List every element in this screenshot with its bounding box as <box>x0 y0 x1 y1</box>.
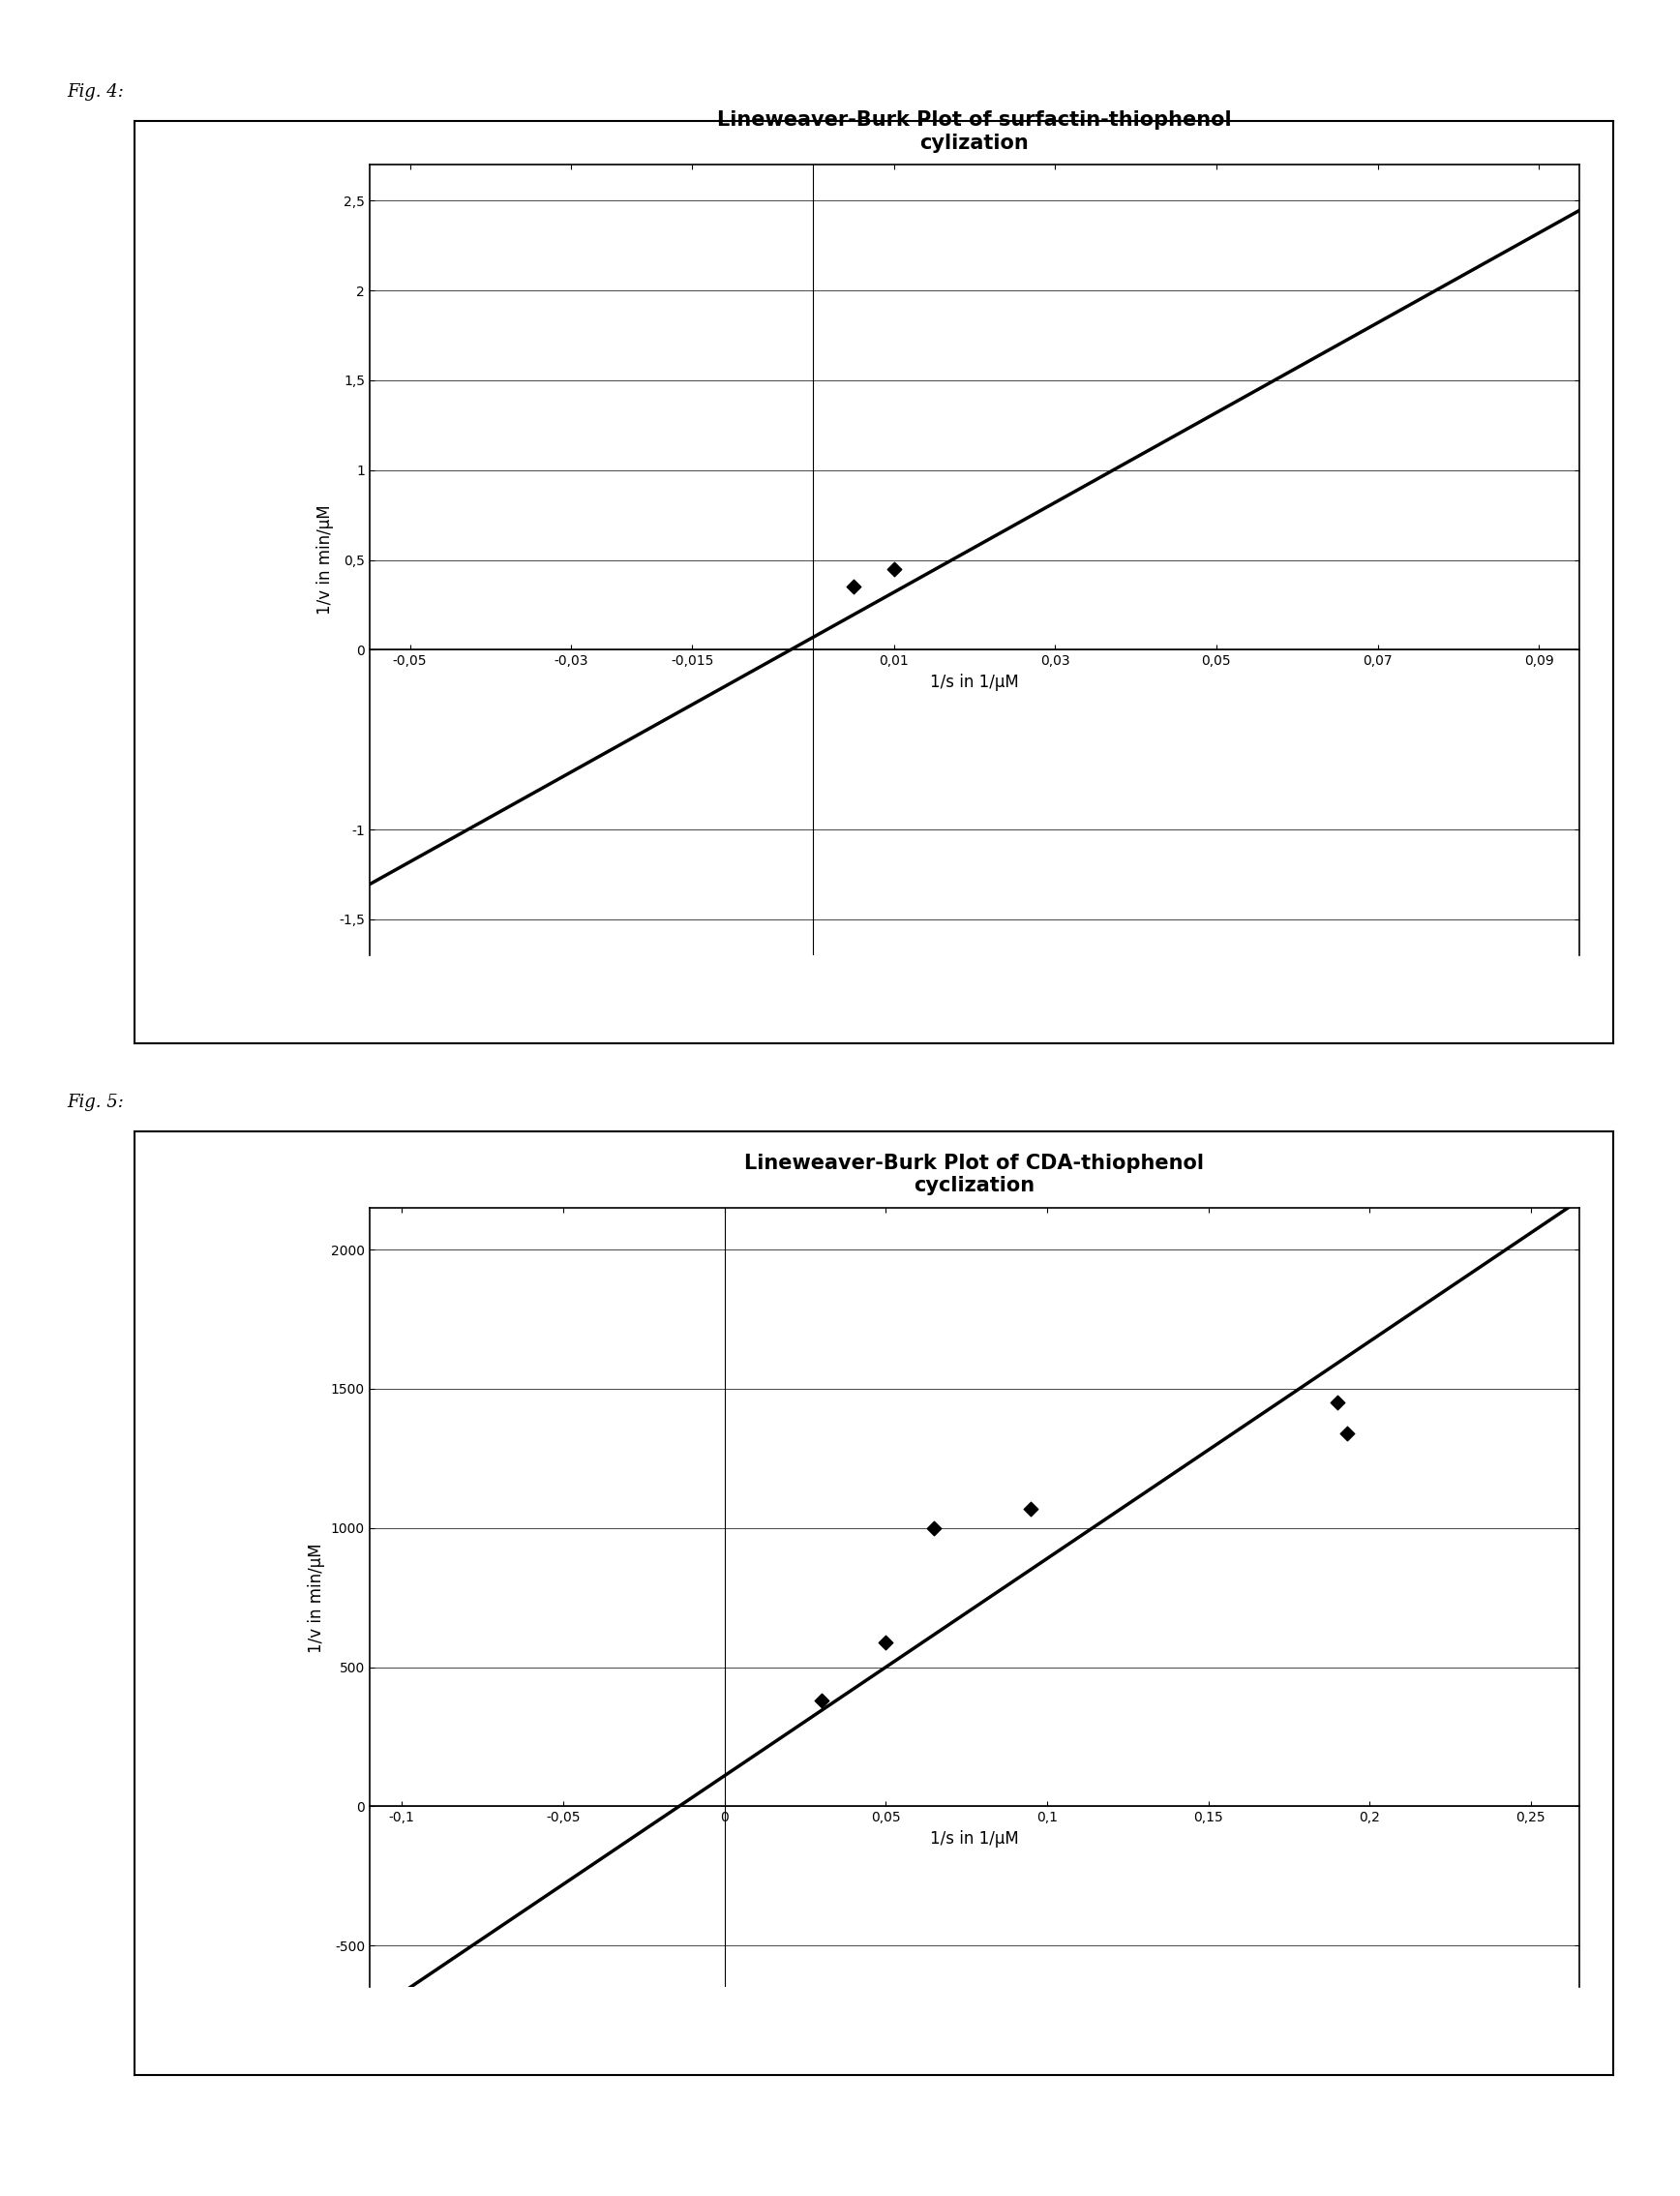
Point <box>872 1625 899 1660</box>
Point <box>880 551 907 586</box>
Y-axis label: 1/v in min/μM: 1/v in min/μM <box>307 1542 326 1654</box>
Title: Lineweaver-Burk Plot of surfactin-thiophenol
cylization: Lineweaver-Burk Plot of surfactin-thioph… <box>717 110 1231 152</box>
Point <box>840 569 867 604</box>
Y-axis label: 1/v in min/μM: 1/v in min/μM <box>316 505 334 615</box>
Point <box>1324 1386 1351 1421</box>
Point <box>808 1682 835 1717</box>
Text: Fig. 5:: Fig. 5: <box>67 1094 124 1111</box>
Text: Fig. 4:: Fig. 4: <box>67 83 124 101</box>
X-axis label: 1/s in 1/μM: 1/s in 1/μM <box>931 1829 1018 1847</box>
Title: Lineweaver-Burk Plot of CDA-thiophenol
cyclization: Lineweaver-Burk Plot of CDA-thiophenol c… <box>744 1153 1205 1195</box>
X-axis label: 1/s in 1/μM: 1/s in 1/μM <box>931 674 1018 692</box>
Point <box>1018 1491 1045 1526</box>
Point <box>1334 1416 1361 1452</box>
Point <box>921 1511 948 1546</box>
